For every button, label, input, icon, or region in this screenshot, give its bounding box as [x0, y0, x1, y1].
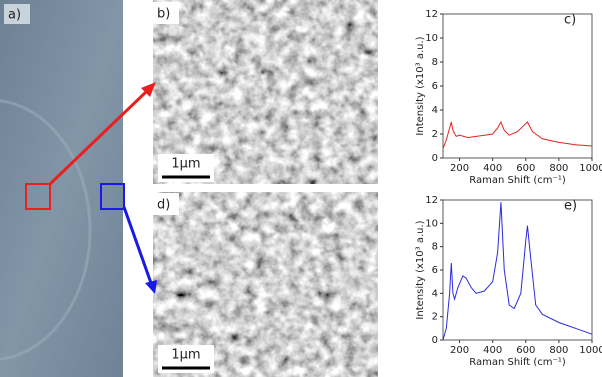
label-box: [4, 4, 30, 24]
sem-image-b: [153, 0, 378, 184]
y-tick-label: 12: [425, 9, 438, 20]
x-tick-label: 200: [450, 163, 469, 174]
label-box: [153, 2, 179, 24]
y-tick-label: 0: [432, 335, 438, 346]
y-tick-label: 4: [432, 288, 438, 299]
x-axis-label: Raman Shift (cm⁻¹): [469, 175, 566, 186]
red-region: [25, 183, 51, 210]
spectrum-line: [442, 202, 593, 341]
x-tick-label: 1000: [579, 345, 602, 356]
x-tick-label: 800: [549, 345, 568, 356]
y-tick-label: 6: [432, 81, 438, 92]
scale-label: 1µm: [171, 157, 200, 172]
arrow-head: [141, 82, 156, 97]
x-tick-label: 800: [549, 163, 568, 174]
y-tick-label: 12: [425, 195, 438, 206]
y-tick-label: 8: [432, 242, 438, 253]
panel-label: e): [564, 199, 577, 214]
label-box: [153, 193, 179, 215]
y-axis-label: Intensity (x10³ a.u.): [415, 36, 426, 135]
x-axis-label: Raman Shift (cm⁻¹): [469, 357, 566, 368]
panel-label: c): [564, 13, 576, 28]
sample-photo: [0, 0, 123, 377]
panel-label: d): [157, 198, 170, 213]
scale-label: 1µm: [171, 348, 200, 363]
blue-arrow: [122, 206, 153, 284]
y-tick-label: 2: [432, 312, 438, 323]
y-tick-label: 0: [432, 153, 438, 164]
y-tick-label: 10: [425, 33, 438, 44]
blue-region: [100, 183, 125, 210]
y-tick-label: 2: [432, 129, 438, 140]
y-tick-label: 6: [432, 265, 438, 276]
panel-label: b): [157, 7, 170, 22]
arrow-head: [145, 280, 157, 294]
x-tick-label: 600: [516, 163, 535, 174]
y-tick-label: 8: [432, 57, 438, 68]
x-tick-label: 400: [483, 345, 502, 356]
plot-frame: [442, 199, 593, 341]
y-tick-label: 10: [425, 218, 438, 229]
panel-label: a): [8, 8, 21, 23]
x-tick-label: 200: [450, 345, 469, 356]
red-arrow: [48, 88, 150, 186]
x-tick-label: 400: [483, 163, 502, 174]
photo-ring: [0, 99, 92, 361]
x-tick-label: 1000: [579, 163, 602, 174]
spectrum-line: [442, 120, 593, 149]
x-tick-label: 600: [516, 345, 535, 356]
y-tick-label: 4: [432, 105, 438, 116]
y-axis-label: Intensity (x10³ a.u.): [415, 220, 426, 319]
